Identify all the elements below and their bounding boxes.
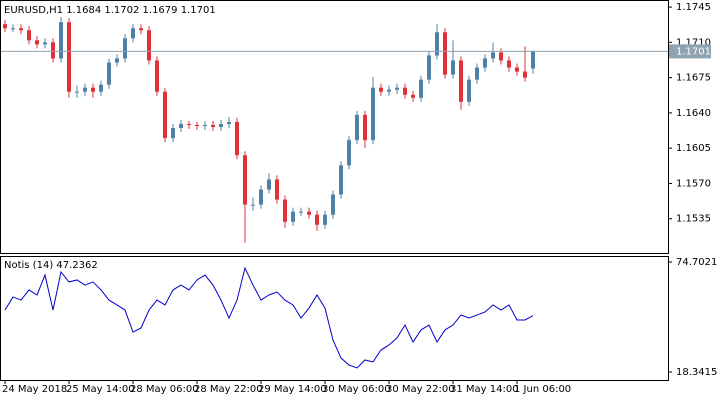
- candle-body: [355, 114, 359, 141]
- candle-body: [179, 123, 183, 129]
- candle-body: [531, 51, 535, 69]
- y-tick-label: 1.1675: [676, 73, 711, 84]
- candle-body: [403, 87, 407, 95]
- candle-body: [323, 214, 327, 225]
- candle-body: [187, 123, 191, 125]
- candle-body: [347, 140, 351, 166]
- x-tick-label: 1 Jun 06:00: [514, 384, 571, 395]
- candle-body: [507, 60, 511, 68]
- x-tick-label: 28 May 22:00: [194, 384, 263, 395]
- candle-body: [451, 60, 455, 75]
- candle-body: [131, 28, 135, 39]
- x-tick-label: 28 May 06:00: [130, 384, 199, 395]
- candle-body: [83, 87, 87, 92]
- candle-body: [3, 24, 7, 29]
- candle-body: [107, 62, 111, 85]
- price-label-box: [669, 44, 711, 59]
- candle-body: [195, 124, 199, 126]
- candle-body: [27, 30, 31, 41]
- candle-body: [299, 211, 303, 213]
- candle-body: [467, 79, 471, 102]
- chart-title: EURUSD,H1 1.1684 1.1702 1.1679 1.1701: [4, 5, 216, 16]
- candle-body: [243, 155, 247, 205]
- candle-body: [147, 30, 151, 61]
- candle-body: [123, 38, 127, 59]
- candle-body: [67, 22, 71, 92]
- candle-body: [315, 214, 319, 225]
- x-tick-label: 31 May 14:00: [450, 384, 519, 395]
- candle-body: [155, 60, 159, 92]
- x-tick-label: 24 May 2018: [2, 384, 67, 395]
- candle-body: [227, 121, 231, 124]
- x-tick-label: 30 May 06:00: [322, 384, 391, 395]
- x-tick-label: 30 May 22:00: [386, 384, 455, 395]
- candle-body: [91, 87, 95, 92]
- y-tick-label: 1.1570: [676, 178, 711, 189]
- y-tick-label: 1.1640: [676, 108, 711, 119]
- candle-body: [99, 84, 103, 92]
- candle-body: [491, 52, 495, 59]
- price-label: 1.1701: [676, 46, 711, 57]
- candle-body: [275, 179, 279, 200]
- candle-body: [115, 58, 119, 63]
- candle-body: [339, 165, 343, 195]
- candle-body: [203, 124, 207, 126]
- candle-body: [51, 42, 55, 59]
- indicator-line: [4, 266, 534, 369]
- candle-body: [171, 128, 175, 139]
- candle-body: [139, 28, 143, 31]
- candle-body: [267, 179, 271, 190]
- candle-body: [35, 40, 39, 45]
- y-tick-label: 1.1605: [676, 143, 711, 154]
- candle-body: [371, 87, 375, 141]
- y-tick-label: 1.1745: [676, 2, 711, 13]
- candle-body: [283, 199, 287, 222]
- candle-body: [291, 211, 295, 222]
- candle-body: [419, 79, 423, 98]
- x-tick-label: 25 May 14:00: [66, 384, 135, 395]
- candle-body: [211, 124, 215, 128]
- candle-body: [523, 71, 527, 78]
- candle-body: [435, 32, 439, 56]
- candle-body: [19, 28, 23, 31]
- candle-body: [331, 194, 335, 215]
- candle-body: [499, 52, 503, 61]
- indicator-title: Notis (14) 47.2362: [4, 260, 98, 271]
- x-tick-label: 29 May 14:00: [258, 384, 327, 395]
- y-tick-label: 1.1535: [676, 214, 711, 225]
- candle-body: [259, 189, 263, 205]
- main-panel-frame: [0, 0, 669, 254]
- candle-body: [307, 211, 311, 215]
- candle-body: [251, 204, 255, 206]
- candle-body: [11, 28, 15, 30]
- candle-body: [219, 123, 223, 128]
- candle-body: [411, 94, 415, 98]
- candle-body: [443, 32, 447, 75]
- candle-body: [427, 55, 431, 80]
- candle-body: [515, 67, 519, 72]
- y-tick-label: 74.7021: [676, 257, 717, 268]
- candle-body: [459, 60, 463, 102]
- candle-body: [235, 121, 239, 156]
- y-tick-label: 1.1710: [676, 37, 711, 48]
- y-tick-label: 18.3415: [676, 367, 717, 378]
- candle-body: [395, 87, 399, 90]
- candle-body: [379, 87, 383, 92]
- indicator-panel-frame: [0, 256, 669, 381]
- candle-body: [43, 42, 47, 45]
- candle-body: [59, 22, 63, 59]
- candle-body: [363, 114, 367, 141]
- candle-body: [75, 91, 79, 93]
- candle-body: [475, 67, 479, 80]
- candle-body: [387, 89, 391, 92]
- candle-body: [163, 91, 167, 139]
- candle-body: [483, 58, 487, 68]
